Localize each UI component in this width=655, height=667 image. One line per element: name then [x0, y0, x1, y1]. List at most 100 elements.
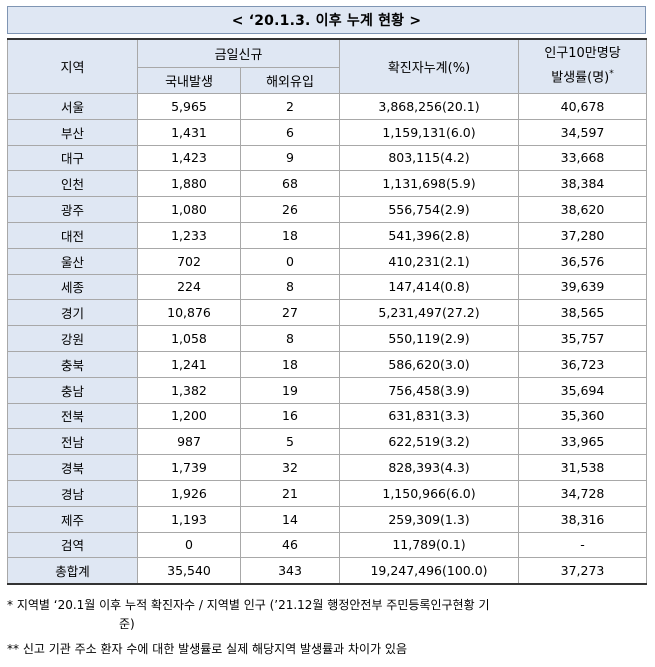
overseas-cell: 8 — [240, 273, 340, 301]
table-row: 울산 702 0 410,231(2.1) 36,576 — [7, 247, 647, 275]
overseas-cell: 19 — [240, 376, 340, 404]
cumulative-cell: 556,754(2.9) — [339, 196, 519, 223]
cumulative-cell: 1,131,698(5.9) — [339, 170, 519, 198]
overseas-cell: 26 — [240, 196, 340, 223]
rate-cell: 38,384 — [518, 170, 647, 198]
domestic-cell: 987 — [137, 428, 241, 456]
overseas-cell: 46 — [240, 531, 340, 559]
region-cell: 세종 — [7, 273, 138, 301]
table-row: 경기 10,876 27 5,231,497(27.2) 38,565 — [7, 299, 647, 327]
overseas-cell: 32 — [240, 454, 340, 481]
overseas-cell: 0 — [240, 247, 340, 275]
region-cell: 부산 — [7, 118, 138, 146]
cumulative-cell: 631,831(3.3) — [339, 402, 519, 430]
table-row: 검역 0 46 11,789(0.1) - — [7, 531, 647, 559]
header-rate: 인구10만명당 발생률(명)* — [518, 38, 647, 94]
table-row: 제주 1,193 14 259,309(1.3) 38,316 — [7, 505, 647, 533]
region-cell: 충북 — [7, 350, 138, 378]
rate-cell: 36,576 — [518, 247, 647, 275]
table-row: 충북 1,241 18 586,620(3.0) 36,723 — [7, 350, 647, 378]
region-cell: 서울 — [7, 93, 138, 120]
table-row: 서울 5,965 2 3,868,256(20.1) 40,678 — [7, 93, 647, 120]
cumulative-cell: 828,393(4.3) — [339, 454, 519, 481]
cumulative-cell: 259,309(1.3) — [339, 505, 519, 533]
footnote-2: ** 신고 기관 주소 환자 수에 대한 발생률로 실제 해당지역 발생률과 차… — [7, 642, 408, 656]
region-cell: 대구 — [7, 144, 138, 172]
table-body: 서울 5,965 2 3,868,256(20.1) 40,678 부산 1,431 6 1,1… — [7, 93, 647, 586]
overseas-cell: 5 — [240, 428, 340, 456]
overseas-cell: 2 — [240, 93, 340, 120]
table-row: 경남 1,926 21 1,150,966(6.0) 34,728 — [7, 479, 647, 507]
domestic-cell: 1,080 — [137, 196, 241, 223]
table-row: 전북 1,200 16 631,831(3.3) 35,360 — [7, 402, 647, 430]
cumulative-cell: 550,119(2.9) — [339, 325, 519, 352]
region-cell: 제주 — [7, 505, 138, 533]
region-cell: 광주 — [7, 196, 138, 223]
region-cell: 인천 — [7, 170, 138, 198]
region-cell: 경북 — [7, 454, 138, 481]
table-row: 광주 1,080 26 556,754(2.9) 38,620 — [7, 196, 647, 223]
table-row: 대구 1,423 9 803,115(4.2) 33,668 — [7, 144, 647, 172]
domestic-cell: 1,233 — [137, 221, 241, 249]
cumulative-cell: 1,150,966(6.0) — [339, 479, 519, 507]
region-cell: 경기 — [7, 299, 138, 327]
overseas-cell: 9 — [240, 144, 340, 172]
region-cell: 대전 — [7, 221, 138, 249]
regional-cases-table: 지역 금일신규 확진자누계(%) 인구10만명당 발생률(명)* 국내발생 해외… — [7, 38, 647, 586]
table-row: 전남 987 5 622,519(3.2) 33,965 — [7, 428, 647, 456]
table-row: 세종 224 8 147,414(0.8) 39,639 — [7, 273, 647, 301]
cumulative-cell: 586,620(3.0) — [339, 350, 519, 378]
rate-cell: 33,965 — [518, 428, 647, 456]
header-region: 지역 — [7, 38, 138, 94]
cumulative-cell: 11,789(0.1) — [339, 531, 519, 559]
rate-cell: 36,723 — [518, 350, 647, 378]
rate-cell: 38,565 — [518, 299, 647, 327]
table-row: 충남 1,382 19 756,458(3.9) 35,694 — [7, 376, 647, 404]
domestic-cell: 35,540 — [137, 557, 241, 586]
domestic-cell: 1,193 — [137, 505, 241, 533]
region-cell: 울산 — [7, 247, 138, 275]
overseas-cell: 343 — [240, 557, 340, 586]
rate-cell: 34,728 — [518, 479, 647, 507]
region-cell: 전남 — [7, 428, 138, 456]
domestic-cell: 10,876 — [137, 299, 241, 327]
rate-cell: - — [518, 531, 647, 559]
cumulative-cell: 410,231(2.1) — [339, 247, 519, 275]
cumulative-cell: 756,458(3.9) — [339, 376, 519, 404]
overseas-cell: 68 — [240, 170, 340, 198]
rate-cell: 35,360 — [518, 402, 647, 430]
rate-cell: 35,694 — [518, 376, 647, 404]
table-title: < ‘20.1.3. 이후 누계 현황 > — [7, 6, 646, 34]
rate-cell: 38,620 — [518, 196, 647, 223]
rate-cell: 34,597 — [518, 118, 647, 146]
footnote-1-continued: 준) — [119, 617, 135, 631]
cumulative-cell: 1,159,131(6.0) — [339, 118, 519, 146]
cumulative-cell: 622,519(3.2) — [339, 428, 519, 456]
overseas-cell: 16 — [240, 402, 340, 430]
rate-cell: 33,668 — [518, 144, 647, 172]
overseas-cell: 27 — [240, 299, 340, 327]
cumulative-cell: 147,414(0.8) — [339, 273, 519, 301]
domestic-cell: 702 — [137, 247, 241, 275]
region-cell: 경남 — [7, 479, 138, 507]
header-rate-footnote-mark: * — [609, 69, 614, 80]
table-row: 대전 1,233 18 541,396(2.8) 37,280 — [7, 221, 647, 249]
table-row: 총합계 35,540 343 19,247,496(100.0) 37,273 — [7, 557, 647, 586]
rate-cell: 35,757 — [518, 325, 647, 352]
header-domestic: 국내발생 — [137, 67, 241, 94]
region-cell: 검역 — [7, 531, 138, 559]
rate-cell: 37,273 — [518, 557, 647, 586]
cumulative-cell: 3,868,256(20.1) — [339, 93, 519, 120]
domestic-cell: 224 — [137, 273, 241, 301]
table-row: 경북 1,739 32 828,393(4.3) 31,538 — [7, 454, 647, 481]
overseas-cell: 18 — [240, 221, 340, 249]
cumulative-cell: 5,231,497(27.2) — [339, 299, 519, 327]
domestic-cell: 1,058 — [137, 325, 241, 352]
domestic-cell: 1,423 — [137, 144, 241, 172]
overseas-cell: 14 — [240, 505, 340, 533]
rate-cell: 31,538 — [518, 454, 647, 481]
overseas-cell: 8 — [240, 325, 340, 352]
overseas-cell: 21 — [240, 479, 340, 507]
table-row: 강원 1,058 8 550,119(2.9) 35,757 — [7, 325, 647, 352]
